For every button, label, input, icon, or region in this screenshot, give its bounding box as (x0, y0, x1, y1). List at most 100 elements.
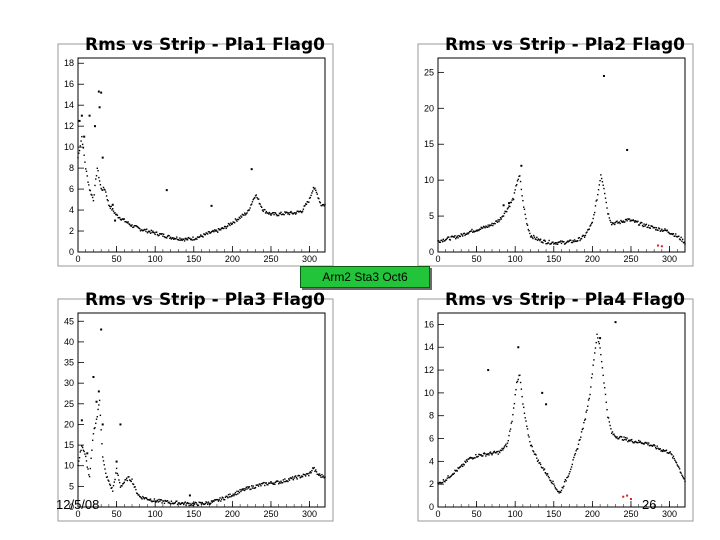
data-point (668, 231, 670, 234)
data-point (490, 452, 492, 455)
data-point (99, 414, 102, 417)
data-point (218, 229, 220, 231)
data-point (211, 501, 214, 503)
data-point (137, 494, 139, 496)
data-point (634, 220, 637, 222)
data-point (533, 453, 536, 456)
chart-pla3: Rms vs Strip - Pla3 Flag0 0 50 100 150 200 250… (0, 283, 360, 523)
data-point (519, 175, 521, 177)
data-point (684, 480, 686, 483)
data-point (649, 227, 651, 229)
data-point (601, 181, 604, 183)
data-point (230, 495, 233, 497)
data-point (449, 239, 452, 241)
data-point (489, 224, 492, 227)
station-banner: Arm2 Sta3 Oct6 (300, 266, 430, 288)
data-point (579, 239, 581, 242)
data-point (673, 235, 675, 237)
data-point (157, 234, 159, 237)
data-point (575, 450, 577, 452)
data-point (468, 230, 471, 233)
data-point (586, 231, 588, 233)
data-point (323, 205, 325, 207)
data-point (675, 233, 677, 235)
data-point (299, 477, 301, 479)
data-point (223, 227, 225, 230)
data-point (533, 236, 536, 238)
data-point (590, 377, 593, 379)
data-point (240, 489, 243, 491)
data-point (135, 492, 138, 494)
data-point (674, 235, 676, 237)
y-tick-label: 15 (424, 139, 434, 149)
data-point (144, 497, 146, 499)
data-point (573, 456, 575, 459)
data-point (261, 206, 263, 208)
data-point (549, 243, 551, 245)
data-point (468, 458, 470, 460)
x-tick-label: 200 (225, 254, 240, 264)
data-point (665, 450, 667, 452)
y-tick-label: 4 (429, 456, 434, 466)
data-point (179, 503, 182, 506)
data-point (599, 347, 601, 349)
data-point (107, 479, 109, 481)
data-point (179, 503, 181, 505)
data-point (318, 201, 321, 203)
data-point (645, 442, 648, 444)
data-point (220, 498, 223, 500)
highlight-point (656, 244, 659, 247)
data-point (135, 225, 137, 227)
data-point (560, 242, 563, 245)
data-point (156, 500, 158, 502)
data-point (85, 170, 88, 173)
highlight-point (629, 498, 632, 501)
data-point (291, 212, 293, 214)
data-point (473, 457, 475, 459)
outlier-point (98, 106, 101, 109)
data-point (318, 197, 320, 200)
data-point (271, 212, 274, 214)
data-point (581, 235, 584, 238)
data-point (657, 229, 659, 231)
data-point (173, 502, 175, 505)
data-point (546, 474, 548, 476)
data-point (94, 427, 96, 429)
data-point (578, 439, 580, 441)
data-point (91, 194, 93, 196)
data-point (193, 502, 195, 504)
data-point (177, 238, 180, 241)
data-point (285, 480, 288, 482)
data-point (274, 483, 276, 486)
data-point (558, 241, 560, 243)
data-point (489, 451, 492, 453)
data-point (626, 437, 628, 439)
data-point (105, 191, 107, 193)
data-point (174, 501, 176, 504)
data-point (306, 201, 308, 203)
data-point (441, 481, 444, 484)
data-point (678, 466, 680, 468)
data-point (142, 495, 144, 498)
data-point (159, 499, 162, 501)
data-point (513, 192, 516, 194)
data-point (275, 213, 278, 216)
data-point (496, 221, 499, 223)
data-point (519, 374, 521, 376)
data-point (540, 466, 543, 468)
data-point (492, 223, 495, 225)
data-point (509, 430, 511, 432)
data-point (176, 238, 179, 241)
data-point (485, 455, 487, 457)
data-point (297, 475, 299, 477)
data-point (216, 499, 218, 501)
data-point (270, 480, 272, 483)
data-point (306, 473, 308, 475)
data-point (597, 193, 599, 196)
data-point (465, 461, 467, 464)
data-point (302, 473, 305, 476)
data-point (639, 222, 641, 225)
data-point (173, 238, 175, 240)
data-point (510, 422, 513, 424)
data-point (180, 238, 183, 240)
